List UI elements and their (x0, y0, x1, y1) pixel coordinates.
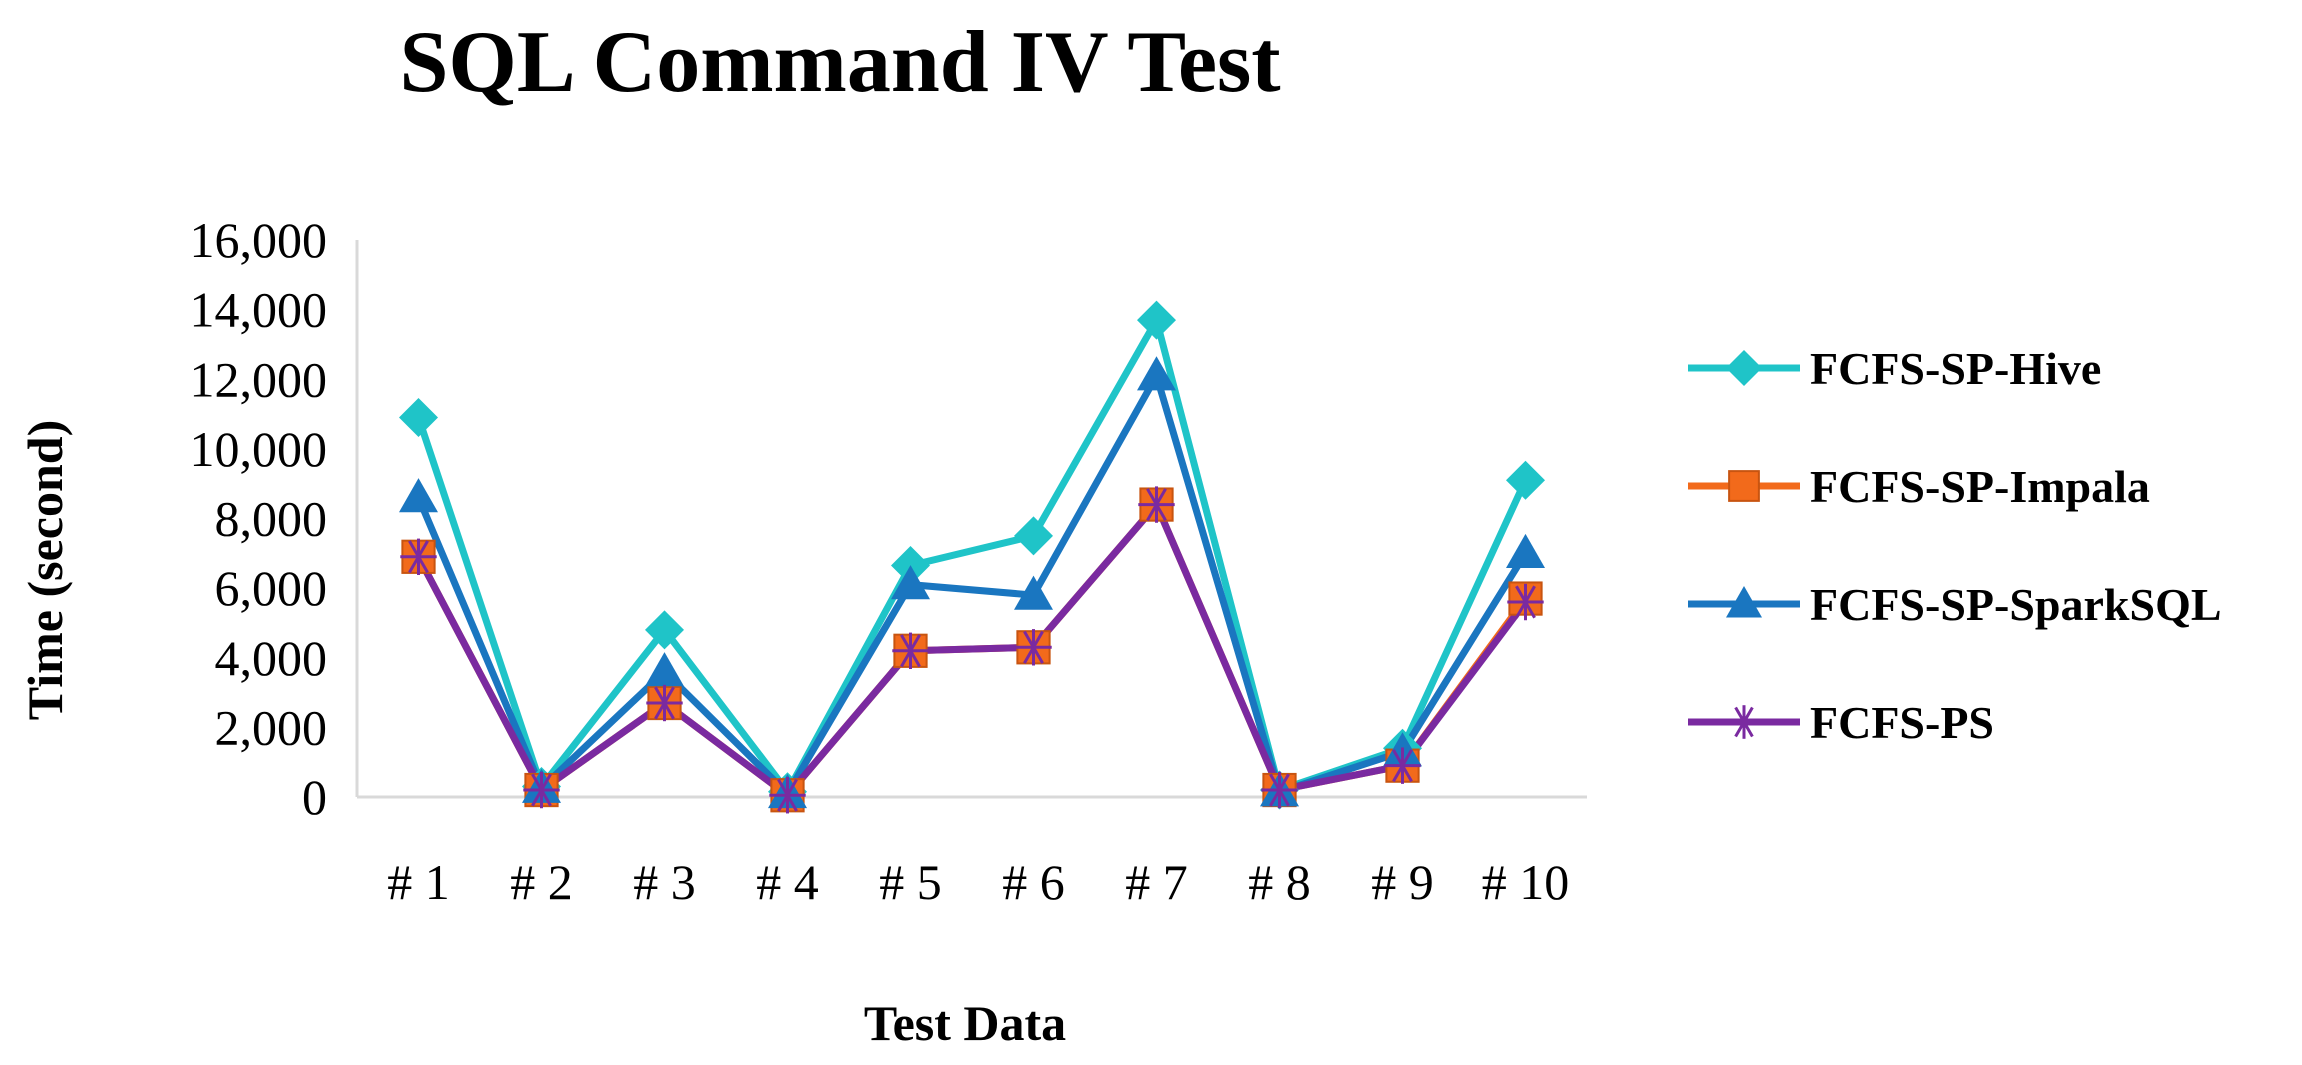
series-markers (399, 300, 1545, 814)
data-point-fcfs-sp-hive (1014, 516, 1053, 556)
legend: FCFS-SP-Hive FCFS-SP-Impala FCFS-SP-SparkS… (1688, 343, 2222, 748)
data-point-fcfs-ps (1384, 747, 1421, 784)
data-point-fcfs-ps (400, 538, 437, 575)
legend-item-fcfs-ps: FCFS-PS (1688, 697, 1994, 748)
x-axis-title: Test Data (864, 995, 1066, 1051)
data-point-fcfs-ps (646, 684, 683, 722)
series-lines (415, 316, 1529, 799)
series-line-fcfs-sp-sparksql (415, 372, 1529, 798)
x-tick-label: # 7 (1125, 854, 1188, 910)
x-tick-label: # 10 (1482, 854, 1570, 910)
x-tick-label: # 2 (510, 854, 573, 910)
legend-marker (1726, 586, 1762, 618)
x-tick-label: # 4 (756, 854, 819, 910)
legend-label: FCFS-SP-Hive (1810, 343, 2101, 394)
x-tick-labels: # 1 # 2 # 3 # 4 # 5 # 6 # 7 # 8 # 9 # 10 (387, 854, 1569, 910)
y-tick-label: 2,000 (215, 699, 328, 755)
data-point-fcfs-ps (1261, 771, 1298, 809)
data-point-fcfs-sp-sparksql (1014, 575, 1053, 610)
y-tick-labels: 0 2,000 4,000 6,000 8,000 10,000 12,000 14,000 1… (190, 212, 328, 825)
legend-label: FCFS-SP-SparkSQL (1810, 579, 2222, 630)
data-point-fcfs-sp-hive (1137, 300, 1176, 340)
y-axis-title: Time (second) (17, 420, 73, 720)
data-point-fcfs-sp-hive (645, 610, 684, 650)
y-tick-label: 16,000 (190, 212, 328, 268)
y-tick-label: 0 (302, 769, 327, 825)
chart-title: SQL Command IV Test (399, 14, 1281, 111)
data-point-fcfs-ps (1507, 583, 1544, 621)
data-point-fcfs-sp-sparksql (1506, 533, 1545, 568)
y-tick-label: 14,000 (190, 282, 328, 338)
y-tick-label: 4,000 (215, 630, 328, 686)
series-line-fcfs-ps (415, 501, 1529, 799)
x-tick-label: # 9 (1371, 854, 1434, 910)
legend-item-fcfs-sp-impala: FCFS-SP-Impala (1688, 461, 2150, 512)
y-tick-label: 10,000 (190, 421, 328, 477)
legend-item-fcfs-sp-hive: FCFS-SP-Hive (1688, 343, 2101, 394)
data-point-fcfs-ps (892, 632, 929, 669)
x-tick-label: # 5 (879, 854, 942, 910)
legend-label: FCFS-PS (1810, 697, 1994, 748)
x-tick-label: # 6 (1002, 854, 1065, 910)
y-tick-label: 6,000 (215, 560, 328, 616)
y-tick-label: 8,000 (215, 491, 328, 547)
data-point-fcfs-ps (1138, 486, 1175, 523)
data-point-fcfs-sp-sparksql (1137, 356, 1176, 391)
data-point-fcfs-sp-hive (1506, 460, 1545, 500)
legend-label: FCFS-SP-Impala (1810, 461, 2150, 512)
y-tick-label: 12,000 (190, 351, 328, 407)
legend-item-fcfs-sp-sparksql: FCFS-SP-SparkSQL (1688, 579, 2222, 630)
data-point-fcfs-ps (1015, 629, 1052, 666)
data-point-fcfs-sp-sparksql (645, 652, 684, 687)
x-tick-label: # 1 (387, 854, 450, 910)
legend-marker (1727, 705, 1761, 739)
data-point-fcfs-ps (769, 777, 806, 814)
legend-marker (1726, 350, 1762, 386)
legend-marker (1728, 470, 1760, 502)
x-tick-label: # 3 (633, 854, 696, 910)
data-point-fcfs-sp-sparksql (891, 565, 930, 600)
series-line-fcfs-sp-hive (415, 316, 1529, 796)
axes (355, 240, 1587, 799)
data-point-fcfs-sp-sparksql (399, 478, 438, 513)
data-point-fcfs-ps (523, 771, 560, 809)
x-tick-label: # 8 (1248, 854, 1311, 910)
data-point-fcfs-sp-hive (399, 398, 438, 438)
